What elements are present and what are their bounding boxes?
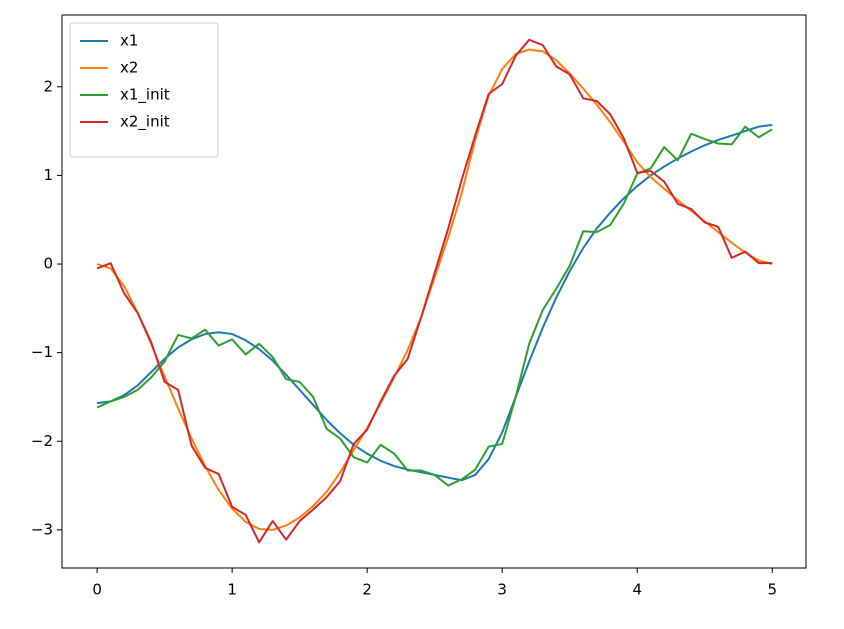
y-tick-label: −2 [31, 432, 53, 450]
x-tick-label: 3 [497, 581, 507, 599]
x-tick-label: 0 [92, 581, 102, 599]
legend-label: x1 [120, 32, 138, 50]
x-tick-label: 5 [767, 581, 777, 599]
y-tick-label: 1 [43, 166, 53, 184]
y-tick-label: −1 [31, 343, 53, 361]
legend-label: x1_init [120, 86, 170, 105]
x-tick-label: 4 [632, 581, 642, 599]
series-line [96, 125, 773, 487]
x-tick-label: 1 [227, 581, 237, 599]
legend-box [69, 22, 219, 158]
legend-label: x2_init [120, 113, 170, 132]
plot-frame [61, 14, 807, 569]
series-line [96, 38, 773, 544]
y-tick-label: 2 [43, 77, 53, 95]
series-line [96, 48, 773, 531]
y-tick-label: −3 [31, 520, 53, 538]
x-tick-label: 2 [362, 581, 372, 599]
series-line [96, 123, 773, 482]
y-tick-label: 0 [43, 255, 53, 273]
legend-label: x2 [120, 59, 138, 77]
